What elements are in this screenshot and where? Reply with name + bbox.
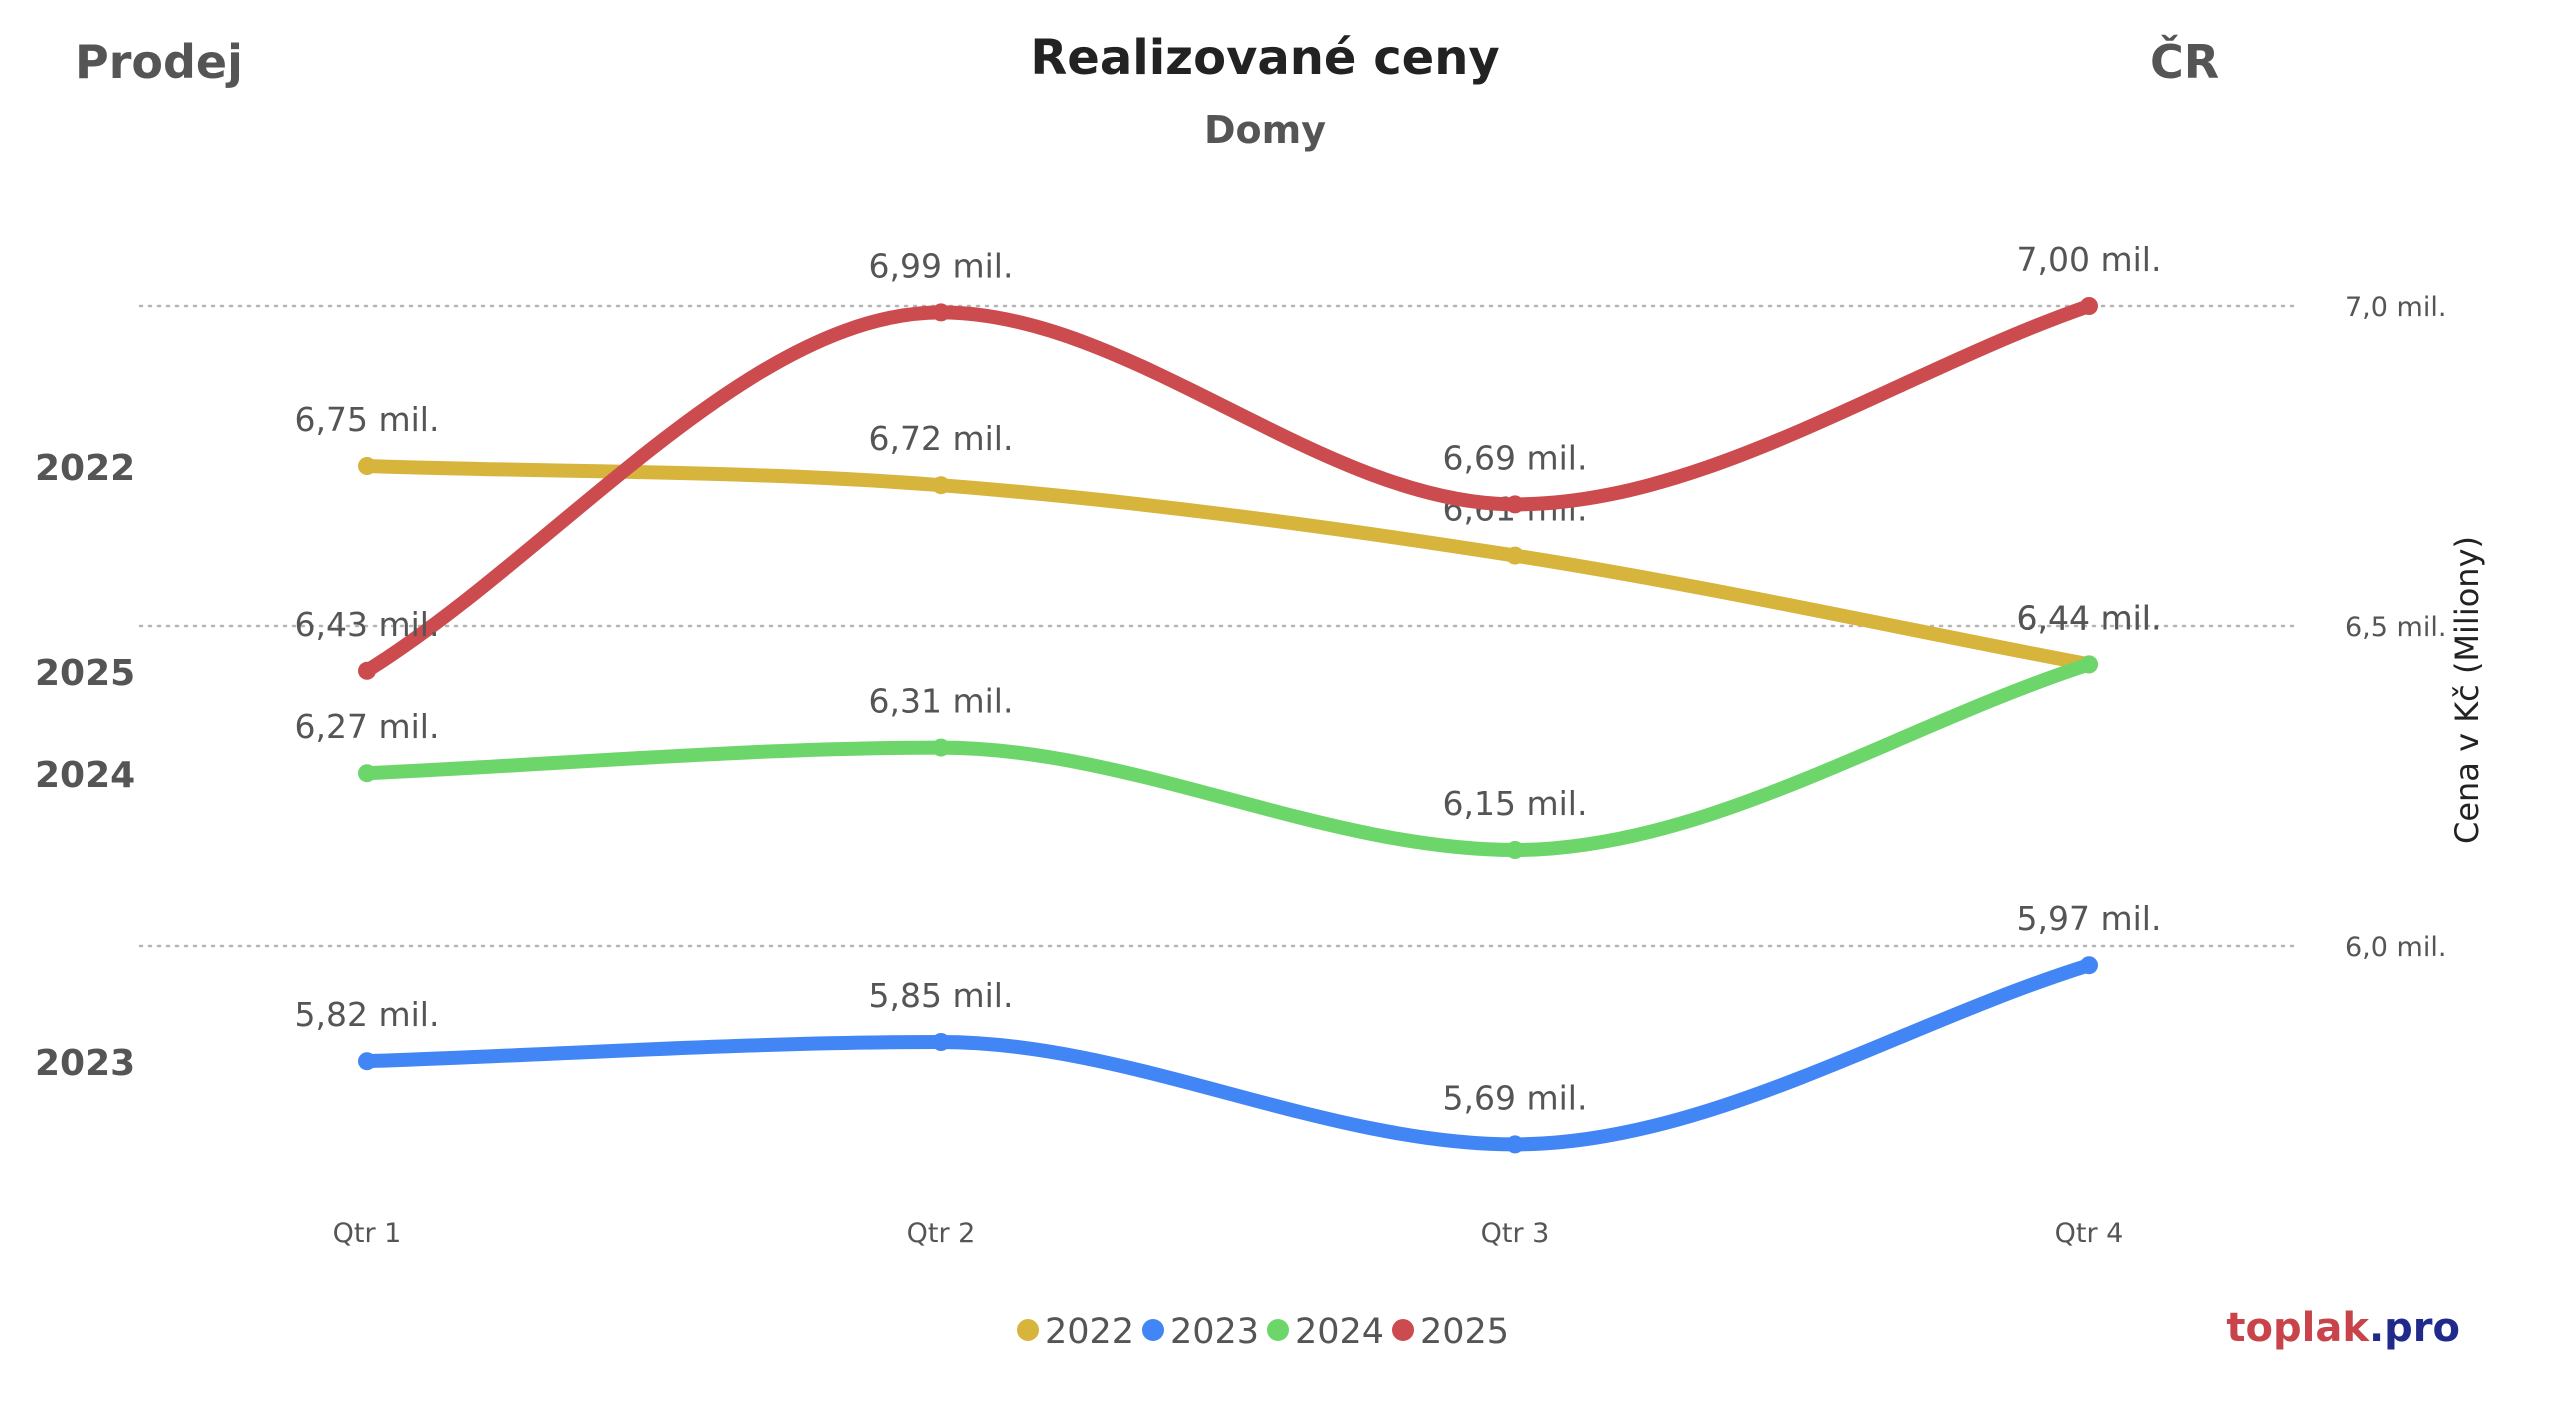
legend-label: 2023 — [1170, 1312, 1259, 1352]
series-line-2023 — [360, 958, 2096, 1152]
data-point-2022 — [358, 457, 376, 475]
data-point-2023 — [932, 1033, 950, 1051]
data-label-2025: 7,00 mil. — [2017, 240, 2162, 279]
data-label-2024: 6,27 mil. — [295, 707, 440, 746]
data-label-2022: 6,72 mil. — [869, 419, 1014, 458]
series-line-2025 — [360, 299, 2096, 678]
data-label-2025: 6,69 mil. — [1443, 438, 1588, 477]
data-label-2023: 5,97 mil. — [2017, 899, 2162, 938]
data-label-2023: 5,85 mil. — [869, 976, 1014, 1015]
legend-label: 2022 — [1045, 1312, 1134, 1352]
brand-logo: toplak.pro — [2226, 1305, 2460, 1351]
data-point-2024 — [358, 764, 376, 783]
series-line-2022 — [360, 459, 2096, 672]
data-point-2025 — [2080, 297, 2098, 315]
data-point-2022 — [1506, 546, 1524, 565]
data-point-2025 — [358, 661, 376, 680]
y-tick-label: 6,0 mil. — [2345, 932, 2446, 963]
data-label-2023: 5,82 mil. — [295, 995, 440, 1034]
legend-marker — [1142, 1319, 1164, 1341]
data-label-2024: 6,31 mil. — [869, 682, 1014, 721]
data-label-2023: 5,69 mil. — [1443, 1078, 1588, 1117]
data-point-2024 — [2080, 655, 2098, 674]
x-tick-label: Qtr 3 — [1481, 1218, 1550, 1249]
data-label-2022: 6,44 mil. — [2017, 598, 2162, 637]
data-point-2023 — [1506, 1135, 1524, 1154]
legend-label: 2025 — [1420, 1312, 1509, 1352]
data-label-2024: 6,15 mil. — [1443, 784, 1588, 823]
prodej-label: Prodej — [75, 35, 243, 89]
region-label: ČR — [2150, 35, 2220, 89]
legend-marker — [1392, 1319, 1414, 1341]
data-label-2024: 6,44 mil. — [2017, 598, 2162, 637]
series-end-label: 2024 — [35, 755, 135, 796]
chart-title: Realizované ceny — [1030, 30, 1500, 86]
data-point-2023 — [358, 1052, 376, 1071]
chart-subtitle: Domy — [1203, 108, 1326, 152]
legend-marker — [1267, 1319, 1289, 1341]
data-point-2023 — [2080, 956, 2098, 975]
brand-logo-part1: toplak — [2226, 1305, 2369, 1351]
data-point-2025 — [1506, 495, 1524, 514]
legend-label: 2024 — [1295, 1312, 1384, 1352]
brand-logo-part2: .pro — [2368, 1305, 2460, 1351]
y-tick-label: 6,5 mil. — [2345, 612, 2446, 643]
series-end-label: 2022 — [35, 448, 135, 489]
series-end-label: 2025 — [35, 653, 135, 694]
data-label-2022: 6,75 mil. — [295, 400, 440, 439]
series-line-2024 — [360, 657, 2096, 858]
x-tick-label: Qtr 2 — [907, 1218, 976, 1249]
x-tick-label: Qtr 1 — [333, 1218, 402, 1249]
legend-marker — [1017, 1319, 1039, 1341]
data-label-2025: 6,43 mil. — [295, 605, 440, 644]
data-point-2022 — [932, 476, 950, 495]
data-point-2024 — [1506, 841, 1524, 859]
y-tick-label: 7,0 mil. — [2345, 292, 2446, 323]
data-point-2024 — [932, 738, 950, 757]
series-end-label: 2023 — [35, 1043, 135, 1084]
x-tick-label: Qtr 4 — [2055, 1218, 2124, 1249]
data-label-2025: 6,99 mil. — [869, 246, 1014, 285]
data-point-2025 — [932, 303, 950, 322]
y-axis-label: Cena v Kč (Miliony) — [2448, 536, 2486, 844]
